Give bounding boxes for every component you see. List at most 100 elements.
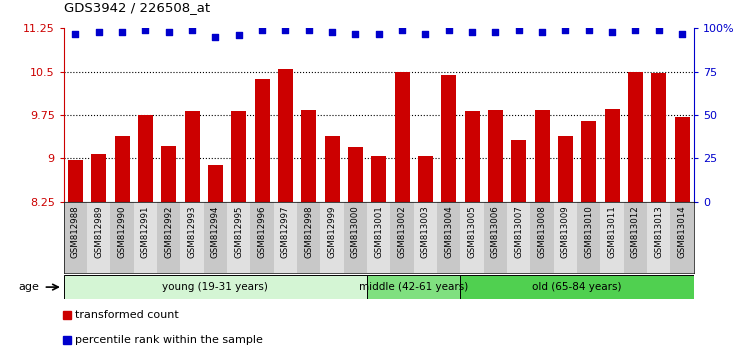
Text: GSM813010: GSM813010 [584,205,593,258]
Bar [64,275,367,299]
Bar [208,165,223,202]
Bar [484,202,507,273]
Bar [535,110,550,202]
Text: young (19-31 years): young (19-31 years) [163,282,268,292]
Text: GSM812988: GSM812988 [71,205,80,258]
Bar [437,202,460,273]
Point [209,34,221,40]
Bar [647,202,670,273]
Text: GSM812990: GSM812990 [118,205,127,258]
Point [303,27,315,33]
Point [583,27,595,33]
Bar [507,202,530,273]
Text: GSM813014: GSM813014 [677,205,686,258]
Text: GDS3942 / 226508_at: GDS3942 / 226508_at [64,1,210,14]
Bar [161,146,176,202]
Text: GSM812995: GSM812995 [234,205,243,258]
Point [350,31,361,36]
Bar [554,202,577,273]
Text: GSM813002: GSM813002 [398,205,406,258]
Bar [157,202,181,273]
Bar [68,160,83,202]
Text: GSM812998: GSM812998 [304,205,313,258]
Bar [302,110,316,202]
Bar [394,72,410,202]
Bar [278,69,293,202]
Text: GSM812993: GSM812993 [188,205,196,258]
Bar [227,202,251,273]
Point [93,29,105,35]
Point [652,27,664,33]
Text: GSM812994: GSM812994 [211,205,220,258]
Point [232,33,244,38]
Bar [670,202,694,273]
Bar [325,136,340,202]
Point [676,31,688,36]
Text: transformed count: transformed count [75,309,178,320]
Point [560,27,572,33]
Bar [651,73,666,202]
Text: GSM812992: GSM812992 [164,205,173,258]
Point [140,27,152,33]
Text: GSM813001: GSM813001 [374,205,383,258]
Bar [391,202,414,273]
Text: GSM813009: GSM813009 [561,205,570,258]
Text: percentile rank within the sample: percentile rank within the sample [75,335,262,346]
Point [606,29,618,35]
Bar [371,155,386,202]
Bar [601,202,624,273]
Bar [558,136,573,202]
Text: GSM812996: GSM812996 [257,205,266,258]
Point [326,29,338,35]
Bar [577,202,601,273]
Text: GSM813000: GSM813000 [351,205,360,258]
Bar [231,111,246,202]
Point [256,27,268,33]
Bar [418,155,433,202]
Bar [512,140,526,202]
Point [419,31,431,36]
Bar [581,121,596,202]
Point [163,29,175,35]
Bar [204,202,227,273]
Point [490,29,502,35]
Point [70,31,82,36]
Bar [414,202,437,273]
Text: age: age [19,282,40,292]
Bar [320,202,344,273]
Bar [624,202,647,273]
Text: GSM813005: GSM813005 [467,205,476,258]
Point [442,27,454,33]
Point [536,29,548,35]
Point [466,29,478,35]
Bar [181,202,204,273]
Text: GSM813006: GSM813006 [491,205,500,258]
Bar [87,202,110,273]
Bar [297,202,320,273]
Text: GSM813007: GSM813007 [514,205,523,258]
Text: GSM812991: GSM812991 [141,205,150,258]
Point [513,27,525,33]
Bar [367,275,460,299]
Bar [488,110,503,202]
Point [629,27,641,33]
Text: old (65-84 years): old (65-84 years) [532,282,622,292]
Bar [134,202,157,273]
Bar [344,202,367,273]
Bar [251,202,274,273]
Text: GSM813013: GSM813013 [654,205,663,258]
Bar [274,202,297,273]
Text: middle (42-61 years): middle (42-61 years) [359,282,468,292]
Bar [64,202,87,273]
Bar [367,202,391,273]
Bar [674,117,690,202]
Text: GSM813011: GSM813011 [608,205,616,258]
Bar [115,136,130,202]
Bar [460,275,694,299]
Point [186,27,198,33]
Point [373,31,385,36]
Point [396,27,408,33]
Bar [138,115,153,202]
Bar [628,72,643,202]
Bar [464,111,480,202]
